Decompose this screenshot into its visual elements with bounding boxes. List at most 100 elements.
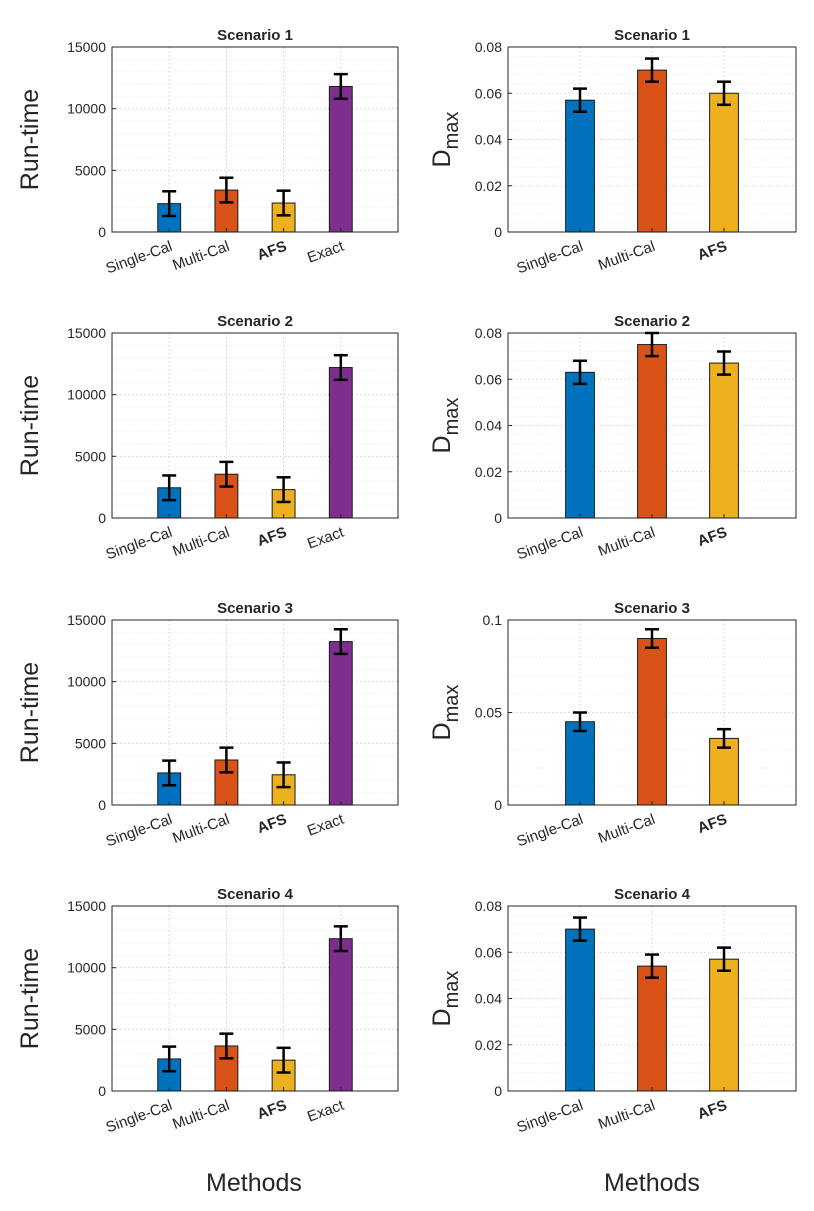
y-tick-label: 0.05 bbox=[475, 705, 502, 721]
y-axis-label-main: D bbox=[428, 1008, 456, 1026]
bar-single-cal bbox=[565, 99, 595, 233]
bar-exact bbox=[328, 367, 353, 519]
y-tick-label: 0 bbox=[98, 510, 106, 526]
axes-frame bbox=[111, 46, 399, 233]
y-axis-label-subscript: max bbox=[441, 398, 463, 436]
x-tick-label: AFS bbox=[695, 811, 729, 837]
bar-exact bbox=[328, 641, 353, 806]
y-tick-label: 0.08 bbox=[475, 325, 502, 341]
y-tick-label: 0.08 bbox=[475, 39, 502, 55]
bar-afs bbox=[709, 737, 739, 806]
chart-panel-2: 0 0.02 0.04 0.06 0.08 Single-Cal Multi-Cal AFS S… bbox=[428, 27, 797, 277]
x-tick-label: AFS bbox=[695, 524, 729, 550]
bar-multi-cal bbox=[637, 69, 667, 233]
x-tick-label: Exact bbox=[305, 237, 347, 266]
y-axis-label: Dmax bbox=[428, 685, 463, 741]
y-tick-label: 0 bbox=[494, 224, 502, 240]
chart-title: Scenario 4 bbox=[614, 886, 691, 903]
x-tick-label: Single-Cal bbox=[104, 524, 175, 564]
x-tick-label: AFS bbox=[255, 524, 289, 550]
x-tick-label: Single-Cal bbox=[104, 1097, 175, 1137]
x-tick-label: Multi-Cal bbox=[170, 238, 231, 274]
y-tick-label: 0 bbox=[494, 797, 502, 813]
y-axis-label-main: D bbox=[428, 435, 456, 453]
chart-title: Scenario 4 bbox=[217, 886, 294, 903]
x-tick-label: AFS bbox=[255, 238, 289, 264]
axes-frame bbox=[111, 905, 399, 1092]
y-tick-label: 15000 bbox=[67, 898, 106, 914]
x-axis-label-left: Methods bbox=[206, 1169, 302, 1197]
x-tick-label: Exact bbox=[305, 1096, 347, 1125]
x-tick-label: Single-Cal bbox=[104, 811, 175, 851]
bar-afs bbox=[709, 362, 739, 519]
x-tick-label: Multi-Cal bbox=[170, 1097, 231, 1133]
y-axis-label: Dmax bbox=[428, 112, 463, 168]
y-tick-label: 0.02 bbox=[475, 178, 502, 194]
y-tick-label: 0.02 bbox=[475, 464, 502, 480]
y-tick-label: 0 bbox=[494, 510, 502, 526]
bar-single-cal bbox=[565, 721, 595, 806]
y-tick-label: 10000 bbox=[67, 387, 106, 403]
y-axis-label: Run-time bbox=[16, 375, 44, 476]
chart-panel-8: 0 0.02 0.04 0.06 0.08 Single-Cal Multi-Cal AFS S… bbox=[428, 886, 797, 1137]
bar-exact bbox=[328, 85, 353, 233]
y-tick-label: 0 bbox=[494, 1083, 502, 1099]
y-tick-label: 0.06 bbox=[475, 85, 502, 101]
y-axis-label: Dmax bbox=[428, 398, 463, 454]
x-tick-label: Multi-Cal bbox=[596, 238, 657, 274]
chart-title: Scenario 1 bbox=[217, 27, 293, 44]
bar-exact bbox=[328, 938, 353, 1092]
chart-title: Scenario 2 bbox=[217, 313, 293, 330]
y-axis-label-subscript: max bbox=[441, 971, 463, 1009]
x-tick-label: AFS bbox=[255, 811, 289, 837]
x-tick-label: Single-Cal bbox=[515, 524, 586, 564]
y-tick-label: 5000 bbox=[75, 735, 106, 751]
y-tick-label: 0.1 bbox=[483, 612, 503, 628]
x-tick-label: Single-Cal bbox=[515, 811, 586, 851]
x-tick-label: Single-Cal bbox=[104, 238, 175, 278]
y-tick-label: 10000 bbox=[67, 960, 106, 976]
y-tick-label: 10000 bbox=[67, 674, 106, 690]
plot-area bbox=[111, 332, 399, 519]
plot-area bbox=[111, 619, 399, 806]
bar-multi-cal bbox=[637, 965, 667, 1092]
y-tick-label: 15000 bbox=[67, 325, 106, 341]
chart-title: Scenario 2 bbox=[614, 313, 690, 330]
x-tick-label: Multi-Cal bbox=[170, 811, 231, 847]
y-tick-label: 0.04 bbox=[475, 991, 502, 1007]
bar-afs bbox=[709, 92, 739, 233]
x-tick-label: AFS bbox=[255, 1097, 289, 1123]
y-tick-label: 0 bbox=[98, 1083, 106, 1099]
y-axis-label: Dmax bbox=[428, 971, 463, 1027]
y-tick-label: 0.06 bbox=[475, 371, 502, 387]
x-tick-label: Multi-Cal bbox=[596, 524, 657, 560]
y-axis-label: Run-time bbox=[16, 662, 44, 763]
y-tick-label: 0.06 bbox=[475, 944, 502, 960]
x-axis-label-right: Methods bbox=[604, 1169, 700, 1197]
y-tick-label: 15000 bbox=[67, 612, 106, 628]
y-axis-label-main: D bbox=[428, 149, 456, 167]
y-tick-label: 0.04 bbox=[475, 418, 502, 434]
y-tick-label: 5000 bbox=[75, 1021, 106, 1037]
bar-single-cal bbox=[565, 371, 595, 519]
y-tick-label: 5000 bbox=[75, 448, 106, 464]
y-tick-label: 5000 bbox=[75, 162, 106, 178]
y-tick-label: 0 bbox=[98, 224, 106, 240]
x-tick-label: AFS bbox=[695, 238, 729, 264]
axes-frame bbox=[111, 619, 399, 806]
chart-title: Scenario 1 bbox=[614, 27, 690, 44]
chart-title: Scenario 3 bbox=[614, 600, 690, 617]
chart-panel-6: 0 0.05 0.1 Single-Cal Multi-Cal AFS Scenario 3… bbox=[428, 600, 797, 851]
bar-single-cal bbox=[565, 928, 595, 1092]
x-tick-label: Single-Cal bbox=[515, 1097, 586, 1137]
y-axis-label: Run-time bbox=[16, 89, 44, 190]
y-axis-label-subscript: max bbox=[441, 112, 463, 150]
x-tick-label: Multi-Cal bbox=[170, 524, 231, 560]
bar-multi-cal bbox=[637, 344, 667, 519]
x-tick-label: Multi-Cal bbox=[596, 811, 657, 847]
x-tick-label: Exact bbox=[305, 523, 347, 552]
x-tick-label: Multi-Cal bbox=[596, 1097, 657, 1133]
